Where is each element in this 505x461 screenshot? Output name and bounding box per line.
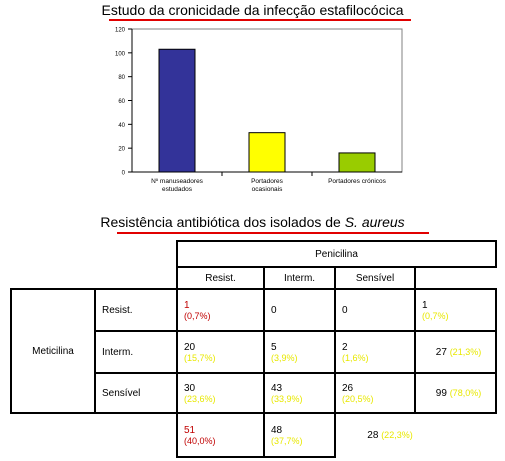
x-tick-label: Portadores crónicos xyxy=(328,178,387,185)
table-cell: 30 (23,6%) xyxy=(176,372,265,414)
col-total: 48 (37,7%) xyxy=(263,412,336,458)
col-total: 28 (22,3%) xyxy=(367,429,413,441)
y-tick-label: 0 xyxy=(122,171,126,177)
y-tick-label: 100 xyxy=(115,51,126,57)
title-underline xyxy=(109,19,411,21)
chart-title: Estudo da cronicidade da infecção estafi… xyxy=(0,2,505,21)
row-header-sensivel: Sensível xyxy=(94,372,178,414)
col-header-interm: Interm. xyxy=(263,266,336,290)
table-cell: 26 (20,5%) xyxy=(334,372,416,414)
table-cell: 43 (33,9%) xyxy=(263,372,336,414)
col-header-sensivel: Sensível xyxy=(334,266,416,290)
x-tick-label: Nº manuseadores xyxy=(151,178,204,185)
y-tick-label: 40 xyxy=(118,123,125,129)
col-total: 51 (40,0%) xyxy=(176,412,265,458)
table-title: Resistência antibiótica dos isolados de … xyxy=(0,214,505,234)
bar xyxy=(248,132,286,173)
row-total: 1 (0,7%) xyxy=(414,288,497,332)
row-header-resist: Resist. xyxy=(94,288,178,332)
bar xyxy=(158,48,196,173)
table-cell: 2 (1,6%) xyxy=(334,330,416,374)
row-header-interm: Interm. xyxy=(94,330,178,374)
x-tick-label: Portadores xyxy=(251,178,284,185)
col-header-resist: Resist. xyxy=(176,266,265,290)
row-total: 27 (21,3%) xyxy=(414,330,497,374)
table-cell: 0 xyxy=(263,288,336,332)
x-tick-label: estudados xyxy=(162,186,193,193)
y-tick-label: 80 xyxy=(118,75,125,81)
x-tick-label: ocasionais xyxy=(252,186,283,193)
table-cell: 1 (0,7%) xyxy=(176,288,265,332)
table-title-underline xyxy=(117,232,429,234)
table-cell: 20 (15,7%) xyxy=(176,330,265,374)
table-cell: 0 xyxy=(334,288,416,332)
table-cell: 5 (3,9%) xyxy=(263,330,336,374)
row-total: 99 (78,0%) xyxy=(414,372,497,414)
y-tick-label: 120 xyxy=(115,28,126,34)
row-group-header: Meticilina xyxy=(10,288,96,414)
bar xyxy=(338,152,376,173)
y-tick-label: 60 xyxy=(118,99,125,105)
y-tick-label: 20 xyxy=(118,147,125,153)
col-group-header: Penicilina xyxy=(176,240,497,268)
